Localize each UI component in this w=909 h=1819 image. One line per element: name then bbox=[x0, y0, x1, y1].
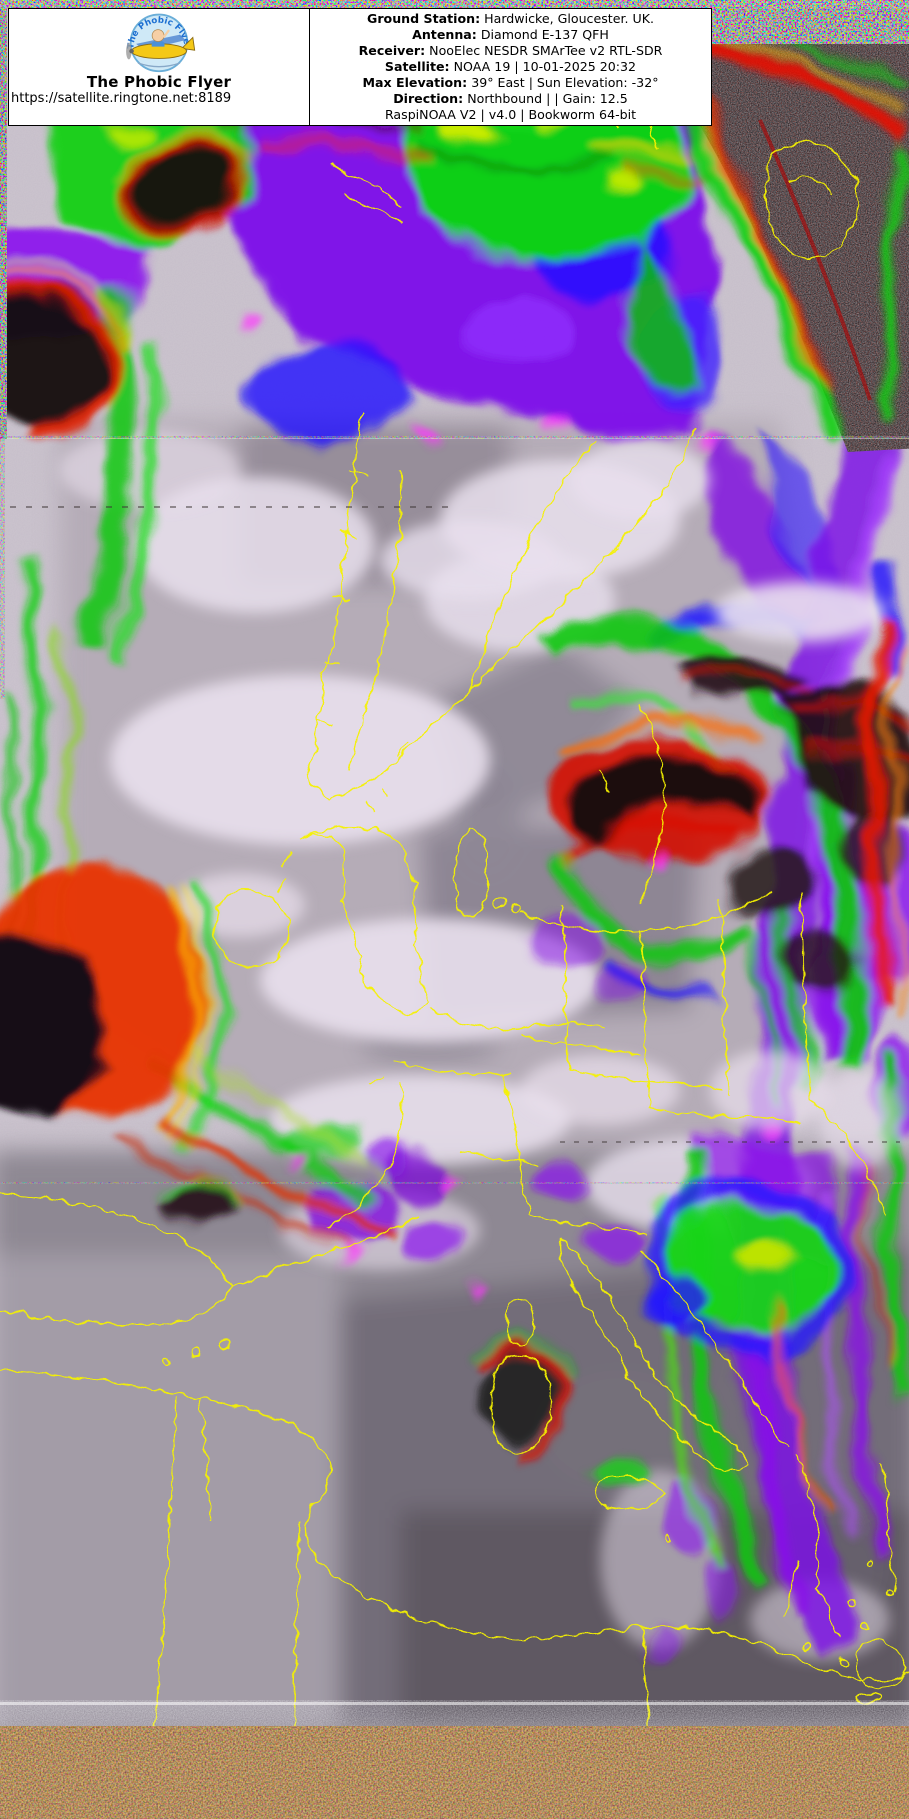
branding-box: The Phobic Flyer The Phobic Flyer https:… bbox=[9, 9, 309, 125]
info-label: Ground Station: bbox=[367, 11, 481, 26]
plane-propeller-icon bbox=[126, 42, 132, 60]
info-line-antenna: Antenna: Diamond E-137 QFH bbox=[314, 27, 707, 42]
info-label: Satellite: bbox=[384, 58, 450, 74]
brand-title: The Phobic Flyer bbox=[86, 73, 232, 91]
info-value: NOAA 19 | 10-01-2025 20:32 bbox=[453, 58, 637, 74]
info-value: Hardwicke, Gloucester. UK. bbox=[484, 11, 654, 26]
info-line-satellite: Satellite: NOAA 19 | 10-01-2025 20:32 bbox=[314, 59, 707, 74]
pilot-body-icon bbox=[151, 40, 165, 47]
pilot-arm-icon bbox=[162, 29, 170, 39]
info-value: Northbound | | Gain: 12.5 bbox=[467, 90, 628, 106]
info-value: NooElec NESDR SMArTee v2 RTL-SDR bbox=[429, 42, 663, 58]
info-label: Antenna: bbox=[412, 26, 477, 42]
pilot-head-icon bbox=[151, 29, 165, 42]
high-bright-cloud-layer bbox=[380, 440, 900, 1170]
plane-spinner-icon bbox=[129, 48, 134, 54]
info-value: Diamond E-137 QFH bbox=[480, 26, 609, 42]
plane-tail-icon bbox=[180, 36, 196, 51]
info-label: Receiver: bbox=[358, 42, 426, 58]
info-label: Max Elevation: bbox=[362, 74, 468, 90]
info-line-receiver: Receiver: NooElec NESDR SMArTee v2 RTL-S… bbox=[314, 43, 707, 58]
info-line-software: RaspiNOAA V2 | v4.0 | Bookworm 64-bit bbox=[314, 107, 707, 122]
info-line-ground-station: Ground Station: Hardwicke, Gloucester. U… bbox=[314, 11, 707, 26]
info-line-max-elevation: Max Elevation: 39° East | Sun Elevation:… bbox=[314, 75, 707, 90]
brand-url: https://satellite.ringtone.net:8189 bbox=[11, 91, 232, 106]
info-label: Direction: bbox=[393, 90, 464, 106]
reception-details: Ground Station: Hardwicke, Gloucester. U… bbox=[309, 9, 711, 125]
info-value: 39° East | Sun Elevation: -32° bbox=[471, 74, 659, 90]
telemetry-glitch-lines bbox=[0, 436, 909, 1184]
info-panel: The Phobic Flyer The Phobic Flyer https:… bbox=[8, 8, 712, 126]
low-cloud-layer bbox=[60, 430, 890, 1660]
logo-banner-arc bbox=[137, 62, 181, 68]
info-value: RaspiNOAA V2 | v4.0 | Bookworm 64-bit bbox=[384, 106, 637, 122]
map-borders-overlay bbox=[0, 13, 909, 1819]
phobic-flyer-logo: The Phobic Flyer bbox=[126, 13, 196, 73]
info-line-direction: Direction: Northbound | | Gain: 12.5 bbox=[314, 91, 707, 106]
